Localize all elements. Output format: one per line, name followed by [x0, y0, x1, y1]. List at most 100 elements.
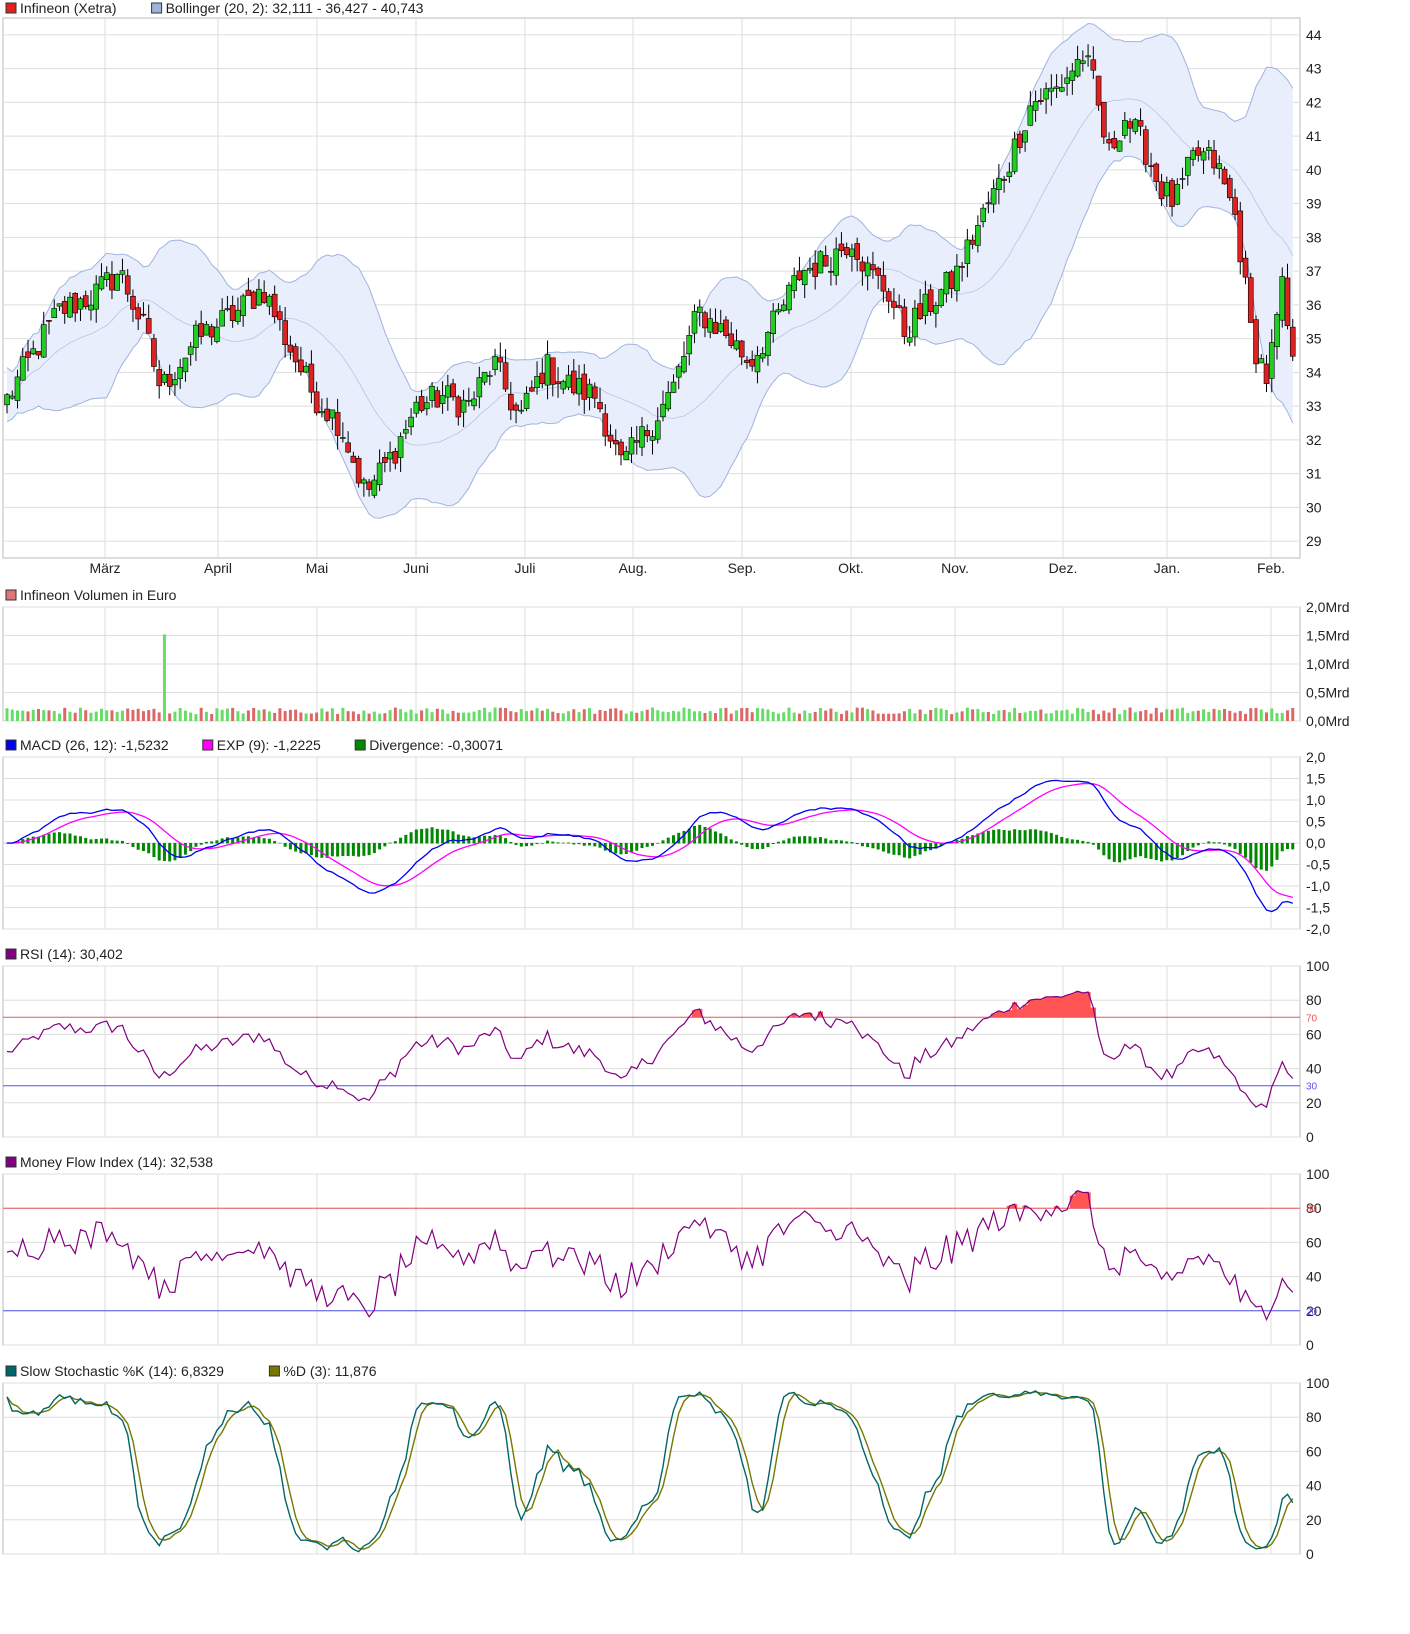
- macd-divergence-bar: [651, 843, 654, 846]
- candle-body: [240, 295, 246, 316]
- candle-body: [1043, 88, 1049, 100]
- macd-divergence-bar: [1244, 843, 1248, 858]
- volume-bar: [1170, 709, 1174, 721]
- volume-bar: [797, 713, 801, 721]
- candle-body: [607, 434, 614, 442]
- volume-bar: [84, 710, 88, 721]
- macd-divergence-bar: [1055, 834, 1059, 844]
- macd-divergence-bar: [1191, 843, 1195, 848]
- macd-divergence-bar: [1023, 830, 1027, 844]
- macd-divergence-bar: [399, 837, 403, 844]
- volume-bar: [1102, 710, 1106, 721]
- volume-bar: [225, 708, 229, 721]
- volume-bar: [483, 707, 487, 721]
- month-label: Dez.: [1049, 560, 1078, 576]
- candle-body: [565, 374, 572, 388]
- candle-body: [476, 377, 483, 398]
- candle-body: [219, 310, 225, 327]
- candle-body: [1116, 140, 1123, 152]
- volume-bar: [913, 713, 917, 721]
- volume-bar: [671, 710, 675, 721]
- volume-bar: [567, 711, 571, 721]
- candle-body: [67, 296, 73, 318]
- volume-panel: 0,0Mrd 0,5Mrd 1,0Mrd 1,5Mrd 2,0Mrd Infineon V…: [2, 587, 1350, 729]
- candle-body: [1184, 156, 1191, 176]
- volume-tick-label: 0,0Mrd: [1306, 713, 1350, 729]
- candle-body: [780, 304, 787, 311]
- volume-bar: [556, 712, 560, 721]
- macd-divergence-bar: [162, 843, 166, 861]
- candle-body: [1006, 171, 1013, 178]
- volume-bar: [582, 709, 586, 721]
- macd-tick-label: -1,0: [1306, 878, 1330, 894]
- macd-divergence-bar: [178, 843, 182, 858]
- candle-body: [544, 354, 551, 386]
- macd-divergence-bar: [430, 827, 434, 844]
- volume-bar: [887, 713, 891, 721]
- volume-bar: [283, 711, 287, 721]
- candle-body: [749, 359, 756, 367]
- month-label: Jan.: [1154, 560, 1180, 576]
- volume-bar: [1228, 710, 1232, 721]
- candle-body: [576, 377, 582, 395]
- candle-body: [733, 340, 740, 350]
- candle-body: [77, 298, 84, 310]
- volume-bar: [1133, 712, 1137, 721]
- macd-divergence-bar: [813, 837, 817, 844]
- price-tick-label: 37: [1306, 263, 1322, 279]
- candle-body: [371, 479, 378, 496]
- stoch-tick-label: 100: [1306, 1375, 1330, 1391]
- volume-bar: [1002, 710, 1006, 721]
- volume-bar: [267, 711, 271, 721]
- candle-body: [717, 323, 724, 332]
- volume-bar: [1244, 713, 1248, 721]
- macd-divergence-bar: [839, 840, 843, 844]
- macd-divergence-bar: [1002, 829, 1006, 844]
- volume-bar: [609, 708, 613, 721]
- volume-bar: [1259, 709, 1263, 721]
- volume-bar: [320, 708, 324, 721]
- macd-divergence-bar: [588, 843, 592, 846]
- volume-bar: [651, 707, 654, 721]
- macd-divergence-bar: [204, 841, 208, 844]
- volume-bar: [1123, 709, 1127, 721]
- macd-divergence-bar: [567, 842, 571, 844]
- candle-body: [135, 307, 141, 320]
- macd-tick-label: 1,5: [1306, 771, 1326, 787]
- candle-body: [460, 399, 467, 413]
- volume-bar: [346, 711, 350, 721]
- volume-bar: [1275, 713, 1279, 721]
- volume-bar: [199, 707, 203, 721]
- candle-body: [177, 366, 183, 379]
- macd-divergence-bar: [136, 843, 140, 850]
- candle-body: [429, 386, 435, 401]
- macd-divergence-bar: [31, 836, 35, 844]
- candle-body: [649, 436, 656, 441]
- macd-divergence-bar: [1028, 829, 1032, 844]
- macd-tick-label: -0,5: [1306, 857, 1330, 873]
- volume-legend-swatch: [5, 589, 17, 601]
- macd-divergence-bar: [1280, 843, 1284, 852]
- macd-legend-label: Divergence: -0,30071: [369, 737, 503, 753]
- mfi-legend-label: Money Flow Index (14): 32,538: [20, 1154, 213, 1170]
- macd-divergence-bar: [330, 843, 334, 857]
- candle-body: [969, 239, 976, 245]
- volume-bar: [687, 708, 691, 721]
- candle-body: [591, 386, 598, 399]
- volume-bar: [1186, 712, 1190, 721]
- candle-body: [208, 326, 215, 338]
- volume-bar: [708, 711, 712, 721]
- candle-body: [686, 334, 693, 355]
- volume-bar: [1286, 710, 1290, 721]
- candle-body: [334, 412, 341, 436]
- volume-bar: [257, 710, 261, 721]
- volume-bar: [152, 708, 156, 721]
- candle-body: [193, 324, 199, 348]
- candle-body: [1038, 99, 1044, 102]
- candle-body: [838, 243, 845, 252]
- volume-bar: [315, 712, 319, 721]
- volume-bar: [462, 712, 466, 721]
- candle-body: [187, 346, 194, 355]
- macd-divergence-bar: [1291, 843, 1295, 850]
- candle-body: [759, 353, 766, 359]
